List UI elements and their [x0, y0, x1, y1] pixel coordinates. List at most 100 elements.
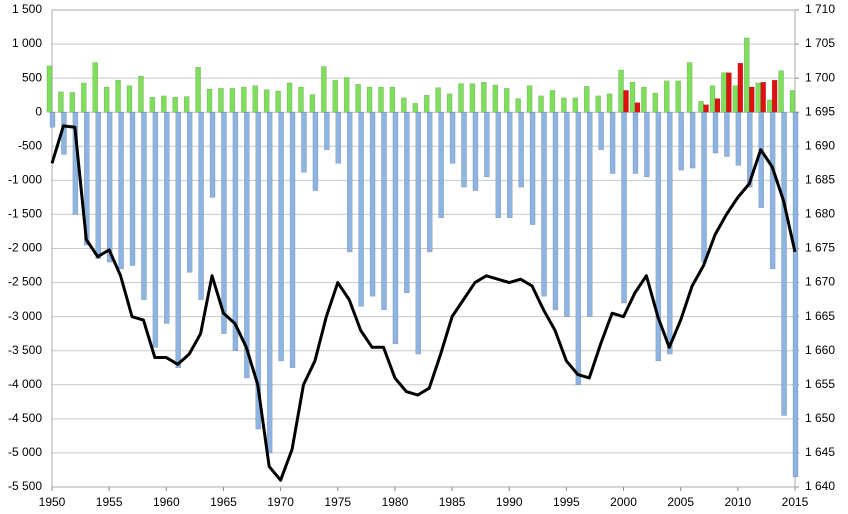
- bar: [712, 111, 719, 154]
- x-tick-label: 1985: [439, 495, 466, 509]
- y-tick-label: -1 000: [8, 173, 42, 187]
- bar: [792, 111, 799, 478]
- x-tick-label: 2000: [610, 495, 637, 509]
- x-tick-label: 2005: [667, 495, 694, 509]
- bar: [561, 97, 567, 113]
- bar: [183, 96, 190, 113]
- bar: [586, 111, 593, 317]
- y-tick-label: -2 000: [8, 241, 42, 255]
- bar: [358, 111, 364, 307]
- bar: [343, 77, 350, 113]
- x-tick-label: 2015: [782, 495, 809, 509]
- x-tick-label: 1950: [39, 495, 66, 509]
- bar: [389, 86, 396, 113]
- x-tick-label: 2010: [724, 495, 751, 509]
- bar: [675, 80, 681, 113]
- bar: [664, 80, 670, 113]
- bar: [84, 111, 90, 246]
- y2-tick-label: 1 650: [805, 411, 835, 425]
- y2-tick-label: 1 670: [805, 275, 835, 289]
- bar: [446, 93, 453, 113]
- x-tick-label: 1975: [324, 495, 351, 509]
- bar: [415, 111, 422, 355]
- bar: [515, 98, 521, 113]
- bar: [549, 90, 556, 113]
- bar: [46, 65, 53, 113]
- bar: [58, 91, 64, 113]
- y2-tick-label: 1 710: [805, 2, 835, 16]
- x-tick-label: 1970: [267, 495, 294, 509]
- bar: [724, 111, 730, 157]
- y-tick-label: -3 000: [8, 309, 42, 323]
- bar: [484, 111, 490, 178]
- bar: [321, 66, 327, 113]
- bar: [81, 82, 87, 113]
- bar: [701, 111, 707, 263]
- y2-tick-label: 1 680: [805, 207, 835, 221]
- bar: [152, 111, 159, 348]
- bar: [469, 83, 476, 113]
- bar: [778, 70, 784, 113]
- bar: [735, 111, 742, 166]
- bar: [92, 62, 98, 113]
- bar: [749, 86, 755, 113]
- y2-tick-label: 1 705: [805, 36, 835, 50]
- bar: [332, 79, 339, 113]
- bar: [186, 111, 193, 273]
- bar: [286, 82, 293, 113]
- bar: [564, 111, 570, 317]
- bar: [760, 81, 766, 113]
- bar: [298, 86, 304, 113]
- bar: [369, 111, 376, 297]
- bar: [689, 111, 696, 169]
- bar: [623, 90, 629, 113]
- bar: [49, 111, 56, 128]
- x-tick-label: 1995: [553, 495, 580, 509]
- bar: [115, 79, 121, 113]
- bar: [309, 94, 316, 113]
- y-tick-label: -4 000: [8, 377, 42, 391]
- y-tick-label: -3 500: [8, 343, 42, 357]
- bar: [263, 89, 270, 113]
- y-tick-label: 1 000: [12, 36, 42, 50]
- bar: [426, 111, 433, 253]
- bar: [503, 88, 510, 113]
- bar: [492, 84, 499, 113]
- bar: [758, 111, 764, 208]
- y2-tick-label: 1 695: [805, 104, 835, 118]
- bar: [583, 86, 590, 113]
- bar: [686, 62, 693, 113]
- x-tick-label: 1960: [153, 495, 180, 509]
- y-tick-label: -2 500: [8, 275, 42, 289]
- bar: [572, 97, 579, 113]
- bar: [472, 111, 479, 191]
- bar: [138, 75, 144, 113]
- bar: [755, 82, 761, 113]
- bar: [709, 85, 716, 113]
- y-tick-label: 0: [35, 104, 42, 118]
- x-tick-label: 1955: [96, 495, 123, 509]
- bar: [595, 95, 601, 113]
- bar: [69, 92, 76, 113]
- bar: [401, 97, 407, 113]
- bar: [461, 111, 467, 188]
- bar: [129, 111, 136, 266]
- bar: [481, 81, 487, 113]
- bar: [312, 111, 319, 191]
- bar: [404, 111, 410, 294]
- bar: [278, 111, 284, 362]
- bar: [198, 111, 204, 300]
- bar: [789, 90, 796, 113]
- y-tick-label: -4 500: [8, 411, 42, 425]
- bar: [726, 72, 732, 113]
- bar: [126, 85, 133, 113]
- y2-tick-label: 1 690: [805, 138, 835, 152]
- bar: [606, 93, 613, 113]
- bar: [629, 81, 636, 113]
- bar: [435, 87, 441, 113]
- bar: [252, 85, 259, 113]
- y2-tick-label: 1 685: [805, 173, 835, 187]
- bar: [747, 111, 753, 188]
- bar: [495, 111, 502, 219]
